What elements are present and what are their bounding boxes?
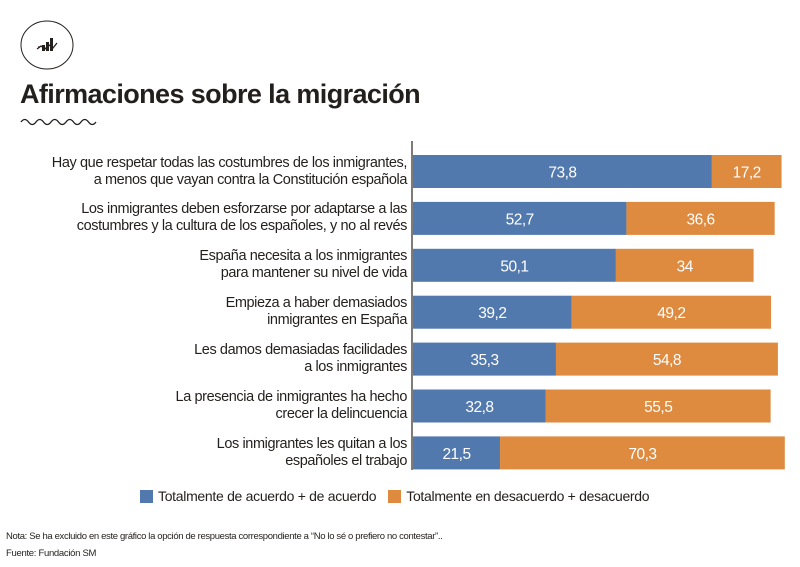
category-label-line: Hay que respetar todas las costumbres de… xyxy=(51,154,408,171)
bars-group: 73,8 17,2 52,7 36,6 50,1 34 39,2 49,2 35,3 54,8 32… xyxy=(413,155,785,470)
category-label: Empieza a haber demasiados inmigrantes en… xyxy=(7,295,408,329)
bar-agree xyxy=(413,295,572,329)
legend-swatch-disagree xyxy=(388,489,402,503)
category-label: Los inmigrantes les quitan a los españole… xyxy=(7,435,408,470)
category-label-line: Los inmigrantes deben esforzarse por ada… xyxy=(81,201,407,218)
data-label-agree: 73,8 xyxy=(548,165,576,182)
category-label-line: Empieza a haber demasiados xyxy=(225,295,408,312)
category-label: Hay que respetar todas las costumbres de… xyxy=(7,154,408,189)
data-label-disagree: 55,5 xyxy=(644,399,672,416)
data-label-agree: 35,3 xyxy=(470,352,498,369)
legend-swatch-agree xyxy=(140,489,153,503)
footnote: Nota: Se ha excluido en este gráfico la … xyxy=(6,531,443,542)
legend-label-agree: Totalmente de acuerdo + de acuerdo xyxy=(158,488,377,504)
data-label-agree: 32,8 xyxy=(465,399,493,416)
category-label-line: crecer la delincuencia xyxy=(275,406,408,422)
bar-disagree xyxy=(615,248,754,282)
chart-title: Afirmaciones sobre la migración xyxy=(20,79,421,109)
bar-agree xyxy=(413,389,546,423)
category-label-line: Los inmigrantes les quitan a los xyxy=(216,435,408,452)
data-label-agree: 21,5 xyxy=(442,446,470,463)
bar-agree xyxy=(413,248,616,282)
data-label-disagree: 34 xyxy=(677,258,694,275)
legend-item-disagree: Totalmente en desacuerdo + desacuerdo xyxy=(388,488,650,504)
bar-agree xyxy=(413,342,556,376)
bar-disagree xyxy=(571,295,772,329)
bar-disagree xyxy=(626,201,775,235)
bar-disagree xyxy=(500,436,785,470)
legend-label-disagree: Totalmente en desacuerdo + desacuerdo xyxy=(406,488,650,504)
legend-item-agree: Totalmente de acuerdo + de acuerdo xyxy=(140,488,377,504)
data-label-disagree: 54,8 xyxy=(653,352,681,369)
category-label-line: inmigrantes en España xyxy=(267,312,407,329)
stacked-bar-chart: 73,8 17,2 52,7 36,6 50,1 34 39,2 49,2 35,3 54,8 32… xyxy=(411,141,785,470)
bar-disagree xyxy=(555,342,778,376)
category-label-line: costumbres y la cultura de los españoles… xyxy=(76,218,408,235)
category-label: La presencia de inmigrantes ha hecho crec… xyxy=(7,389,408,423)
category-label: España necesita a los inmigrantes para ma… xyxy=(7,248,407,282)
category-label-line: Les damos demasiadas facilidades xyxy=(194,342,407,359)
bar-agree xyxy=(413,201,627,235)
category-label-line: a menos que vayan contra la Constitución… xyxy=(93,171,408,188)
data-label-disagree: 36,6 xyxy=(686,211,714,228)
bar-disagree xyxy=(545,389,771,423)
bar-agree xyxy=(413,436,501,470)
decorative-wave xyxy=(20,118,97,126)
category-label-line: España necesita a los inmigrantes xyxy=(199,248,407,265)
data-label-disagree: 17,2 xyxy=(733,165,761,182)
category-label-line: a los inmigrantes xyxy=(304,359,407,376)
data-label-disagree: 70,3 xyxy=(628,446,656,463)
category-label-line: españoles el trabajo xyxy=(285,452,407,469)
data-label-disagree: 49,2 xyxy=(657,305,685,322)
bar-disagree xyxy=(711,155,782,188)
data-label-agree: 50,1 xyxy=(500,258,528,275)
legend: Totalmente de acuerdo + de acuerdo Total… xyxy=(140,488,661,504)
category-label: Los inmigrantes deben esforzarse por ada… xyxy=(7,201,408,235)
chart-trend-icon xyxy=(20,20,74,70)
data-label-agree: 39,2 xyxy=(478,305,506,322)
category-label: Les damos demasiadas facilidades a los in… xyxy=(7,342,407,376)
category-label-line: para mantener su nivel de vida xyxy=(220,265,408,282)
data-label-agree: 52,7 xyxy=(506,211,534,228)
category-label-line: La presencia de inmigrantes ha hecho xyxy=(175,389,408,405)
source-note: Fuente: Fundación SM xyxy=(6,548,97,559)
bar-agree xyxy=(413,155,712,188)
